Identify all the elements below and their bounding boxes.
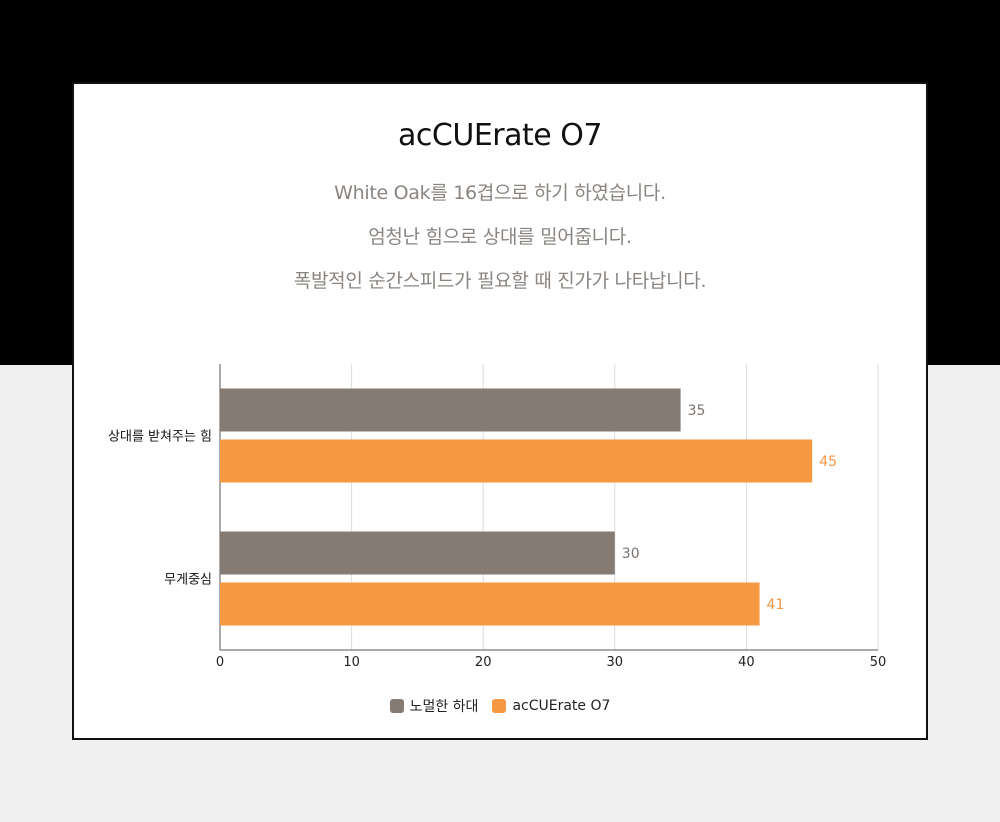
category-label: 상대를 받쳐주는 힘 bbox=[108, 430, 212, 445]
description-line-1: White Oak를 16겹으로 하기 하였습니다. bbox=[334, 182, 666, 204]
x-tick-label: 0 bbox=[216, 655, 224, 670]
data-label: 45 bbox=[819, 454, 837, 470]
bar-chart: 0 10 20 30 40 50 상대를 받쳐주는 힘 35 45 무게중심 30 41 bbox=[108, 364, 887, 670]
x-tick-label: 40 bbox=[738, 655, 755, 670]
description-line-3: 폭발적인 순간스피드가 필요할 때 진가가 나타납니다. bbox=[293, 270, 707, 292]
category-label: 무게중심 bbox=[164, 573, 212, 588]
legend-item-series-2: acCUErate O7 bbox=[492, 698, 610, 714]
legend-label-series-2: acCUErate O7 bbox=[512, 698, 611, 714]
bar bbox=[220, 439, 813, 483]
bar bbox=[220, 582, 760, 626]
description-line-2: 엄청난 힘으로 상대를 밀어줍니다. bbox=[368, 226, 632, 248]
product-title: acCUErate O7 bbox=[398, 118, 602, 153]
x-tick-label: 10 bbox=[343, 655, 360, 670]
data-label: 30 bbox=[622, 546, 640, 562]
bar bbox=[220, 388, 681, 432]
x-tick-label: 30 bbox=[607, 655, 624, 670]
bar bbox=[220, 531, 615, 575]
chart-legend: 노멀한 하대 acCUErate O7 bbox=[74, 696, 926, 716]
data-label: 41 bbox=[767, 597, 785, 613]
chart-card: acCUErate O7 White Oak를 16겹으로 하기 하였습니다. … bbox=[72, 82, 928, 740]
legend-swatch-orange bbox=[492, 699, 507, 713]
data-label: 35 bbox=[688, 403, 706, 419]
x-tick-label: 20 bbox=[475, 655, 492, 670]
legend-swatch-gray bbox=[389, 699, 404, 713]
legend-label-series-1: 노멀한 하대 bbox=[409, 699, 479, 715]
legend-item-series-1: 노멀한 하대 bbox=[389, 696, 479, 716]
x-tick-label: 50 bbox=[870, 655, 887, 670]
